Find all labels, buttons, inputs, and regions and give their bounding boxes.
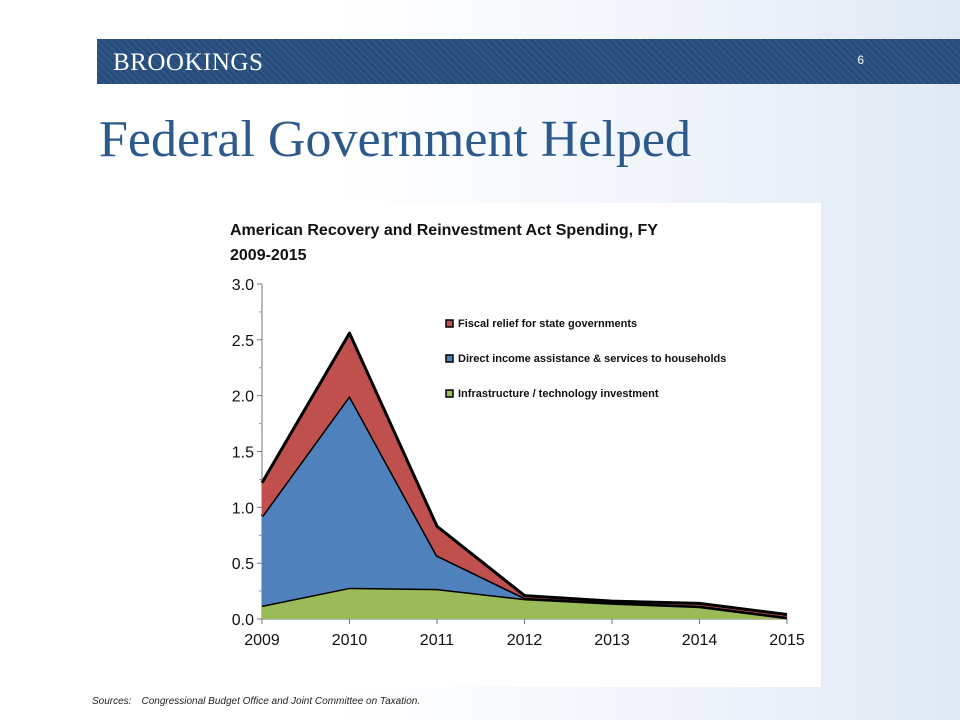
chart-legend: Fiscal relief for state governments Direc… [445, 318, 726, 400]
sources-note: Sources: Congressional Budget Office and … [92, 696, 430, 707]
legend-swatch [445, 319, 454, 328]
y-tick-label: 1.0 [232, 500, 254, 517]
x-tick-label: 2014 [682, 632, 718, 649]
x-tick-label: 2012 [507, 632, 543, 649]
y-tick-label: 3.0 [232, 277, 254, 294]
y-tick-label: 2.0 [232, 389, 254, 406]
chart-svg: American Recovery and Reinvestment Act S… [230, 222, 805, 649]
header-banner: BROOKINGS 6 [97, 39, 960, 84]
legend-label: Direct income assistance & services to h… [458, 353, 726, 365]
sources-label: Sources: [92, 696, 132, 707]
area-infrastructure-technology-investment [262, 587, 787, 619]
slide-title: Federal Government Helped [99, 111, 692, 168]
chart-title-line2: 2009-2015 [230, 247, 307, 264]
y-tick-label: 2.5 [232, 333, 254, 350]
brand-logo: BROOKINGS [113, 49, 264, 76]
legend-label: Fiscal relief for state governments [458, 318, 637, 330]
x-tick-label: 2015 [769, 632, 805, 649]
chart-areas [260, 331, 788, 620]
y-tick-label: 0.5 [232, 556, 254, 573]
x-tick-label: 2011 [420, 632, 455, 649]
chart-title-line1: American Recovery and Reinvestment Act S… [230, 222, 658, 239]
chart-panel: American Recovery and Reinvestment Act S… [214, 203, 821, 687]
legend-swatch [445, 354, 454, 363]
legend-swatch [445, 389, 454, 398]
y-tick-label: 1.5 [232, 445, 254, 462]
y-tick-label: 0.0 [232, 612, 254, 629]
area-direct-income-assistance-services-to-households [262, 395, 787, 618]
x-tick-label: 2010 [332, 632, 368, 649]
x-tick-label: 2009 [244, 632, 280, 649]
legend-label: Infrastructure / technology investment [458, 388, 659, 400]
area-edge-fiscal-relief-for-state-governments [260, 331, 788, 616]
chart-axes: 0.0 0.5 1.0 1.5 2.0 2.5 3.0 2009 2010 2011 2012 201… [232, 277, 805, 649]
sources-text: Congressional Budget Office and Joint Co… [141, 696, 421, 707]
slide-number: 6 [857, 53, 864, 67]
x-tick-label: 2013 [594, 632, 630, 649]
